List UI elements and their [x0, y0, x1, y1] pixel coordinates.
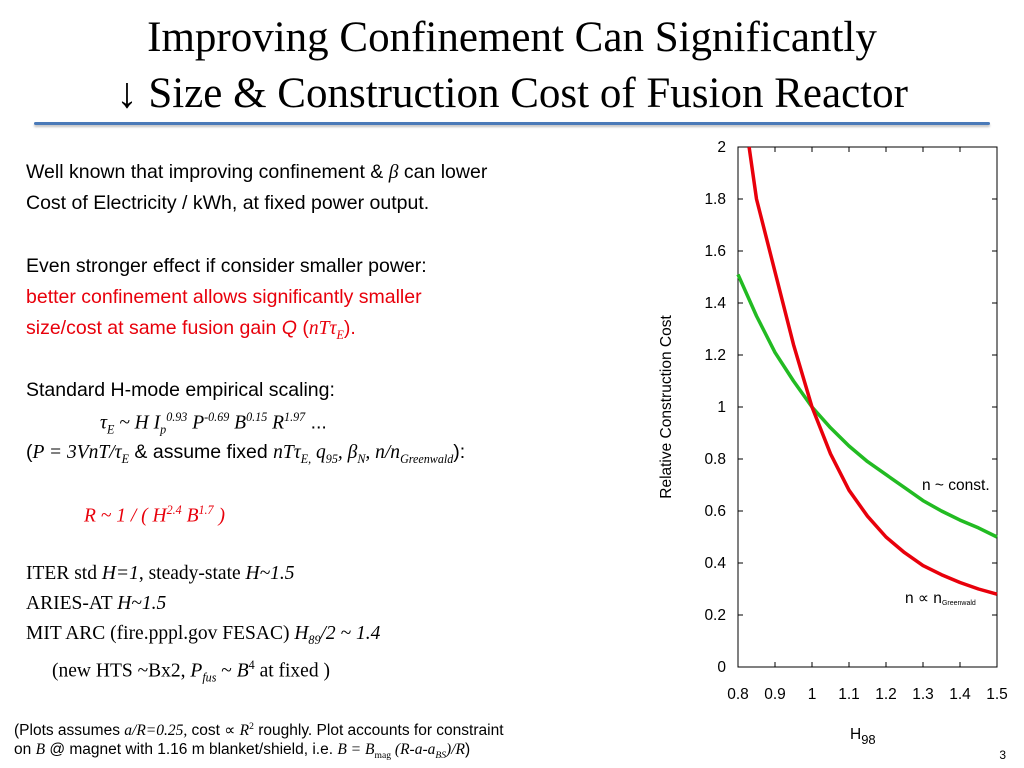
arc-line: MIT ARC (fire.pppl.gov FESAC) H89/2 ~ 1.… — [26, 623, 381, 647]
x-tick-label: 1.5 — [986, 686, 1008, 703]
x-axis-label: H98 — [850, 726, 876, 747]
paragraph-2-line-1: Even stronger effect if consider smaller… — [26, 255, 427, 277]
title-divider — [34, 122, 990, 125]
paragraph-3-line-1: Standard H-mode empirical scaling: — [26, 379, 335, 401]
slide-title-line-2: ↓ Size & Construction Cost of Fusion Rea… — [116, 70, 908, 117]
y-tick-label: 2 — [717, 139, 726, 156]
x-tick-label: 1 — [808, 686, 817, 703]
y-tick-label: 0.6 — [704, 503, 726, 520]
size-scaling-formula: R ~ 1 / ( H2.4 B1.7 ) — [84, 503, 225, 527]
y-tick-label: 0 — [717, 659, 726, 676]
y-tick-label: 1.2 — [704, 347, 726, 364]
y-tick-label: 1.8 — [704, 191, 726, 208]
series-label-n-const: n ~ const. — [922, 477, 990, 494]
hts-line: (new HTS ~Bx2, Pfus ~ B4 at fixed ) — [52, 658, 330, 685]
series-line-n-const — [736, 273, 998, 539]
x-tick-label: 1.4 — [949, 686, 971, 703]
x-tick-label: 0.9 — [764, 686, 786, 703]
series-label-n-greenwald: n ∝ nGreenwald — [905, 590, 976, 607]
paragraph-1-line-1: Well known that improving confinement & … — [26, 161, 488, 183]
footnote-line-1: (Plots assumes a/R=0.25, cost ∝ R2 rough… — [14, 721, 504, 740]
y-tick-label: 1.4 — [704, 295, 726, 312]
y-tick-label: 1.6 — [704, 243, 726, 260]
plot-frame — [737, 146, 998, 668]
x-tick-label: 0.8 — [727, 686, 749, 703]
y-tick-label: 0.8 — [704, 451, 726, 468]
y-axis-label: Relative Construction Cost — [658, 315, 675, 499]
page-number: 3 — [999, 748, 1006, 762]
x-tick-label: 1.2 — [875, 686, 897, 703]
footnote-line-2: on B @ magnet with 1.16 m blanket/shield… — [14, 741, 471, 762]
assumption-line: (P = 3VnT/τE & assume fixed nTτE, q95, β… — [26, 441, 466, 466]
x-tick-label: 1.3 — [912, 686, 934, 703]
x-tick-label: 1.1 — [838, 686, 860, 703]
scaling-formula: τE ~ H Ip0.93 P-0.69 B0.15 R1.97 ... — [100, 410, 327, 437]
paragraph-2-line-2: better confinement allows significantly … — [26, 286, 422, 308]
y-tick-label: 0.4 — [704, 555, 726, 572]
y-tick-label: 0.2 — [704, 607, 726, 624]
paragraph-2-line-3: size/cost at same fusion gain Q (nTτE). — [26, 317, 356, 342]
aries-line: ARIES-AT H~1.5 — [26, 593, 167, 614]
iter-line: ITER std H=1, steady-state H~1.5 — [26, 563, 295, 584]
series-line-n-greenwald — [747, 146, 998, 596]
slide-title-line-1: Improving Confinement Can Significantly — [147, 14, 877, 61]
paragraph-1-line-2: Cost of Electricity / kWh, at fixed powe… — [26, 192, 430, 214]
y-tick-label: 1 — [717, 399, 726, 416]
